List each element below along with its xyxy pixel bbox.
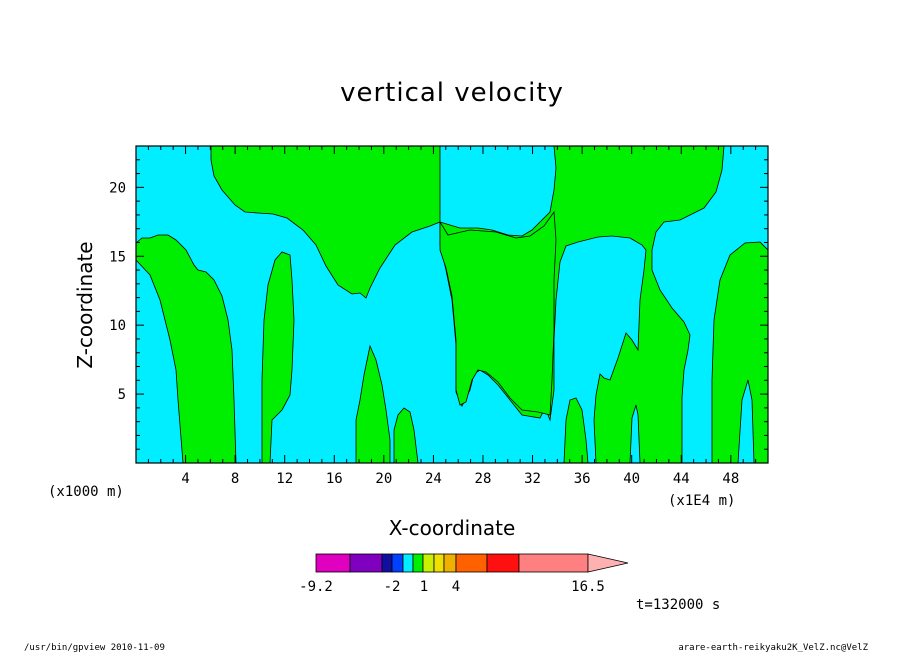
colorbar-segment [433, 553, 445, 573]
colorbar-segment [455, 553, 488, 573]
colorbar-tick-label: -9.2 [299, 579, 333, 595]
colorbar-tick-label: 4 [452, 579, 460, 595]
colorbar-segment [381, 553, 393, 573]
x-tick-label: 16 [326, 471, 343, 487]
x-tick-label: 8 [231, 471, 239, 487]
contour-region-top-center [210, 145, 441, 299]
x-tick-label: 36 [574, 471, 591, 487]
x-tick-label: 28 [475, 471, 492, 487]
colorbar-tick-label: 16.5 [571, 579, 605, 595]
plot-frame [135, 145, 769, 464]
colorbar-tick-labels: -9.2 -2 1 4 16.5 [299, 579, 605, 595]
contour-region-center-plume [355, 344, 391, 464]
x-tick-label: 48 [722, 471, 739, 487]
contour-region-small-bump [393, 407, 419, 464]
time-label: t=132000 s [636, 597, 720, 613]
colorbar-segment [443, 553, 457, 573]
colorbar [315, 553, 629, 573]
x-axis-label: X-coordinate [389, 516, 516, 540]
x-units-label: (x1000 m) [48, 484, 124, 500]
footer-left: /usr/bin/gpview 2010-11-09 [24, 643, 165, 653]
colorbar-segment [422, 553, 435, 573]
y-tick-label: 20 [109, 180, 126, 196]
x-tick-label: 12 [276, 471, 293, 487]
colorbar-tick-label: -2 [384, 579, 401, 595]
chart-title: vertical velocity [340, 78, 564, 108]
colorbar-segment [518, 553, 589, 573]
contour-region-left [135, 234, 237, 464]
y-tick-label: 5 [118, 387, 126, 403]
y-tick-label: 10 [109, 318, 126, 334]
x-tick-label: 24 [425, 471, 442, 487]
x-tick-label: 32 [524, 471, 541, 487]
positive-regions [135, 145, 769, 464]
x-tick-label: 40 [623, 471, 640, 487]
colorbar-segment [412, 553, 424, 573]
footer-right: arare-earth-reikyaku2K_VelZ.nc@VelZ [678, 643, 868, 653]
colorbar-segment [349, 553, 383, 573]
colorbar-segment [402, 553, 414, 573]
y-axis-label: Z-coordinate [73, 241, 97, 368]
x-scale-label: (x1E4 m) [668, 493, 735, 509]
y-axis-ticks: 5 10 15 20 [109, 159, 768, 450]
colorbar-extend-arrow [587, 553, 629, 573]
colorbar-tick-label: 1 [420, 579, 428, 595]
contour-region-mid-center [439, 210, 557, 416]
x-tick-label: 4 [181, 471, 189, 487]
x-axis-ticks: 4 8 12 16 20 24 28 32 36 40 44 48 [147, 146, 769, 487]
colorbar-segment [486, 553, 520, 573]
y-tick-label: 15 [109, 249, 126, 265]
colorbar-segment [315, 553, 351, 573]
contour-region-left-plume [261, 251, 295, 464]
colorbar-segment [391, 553, 404, 573]
x-tick-label: 20 [375, 471, 392, 487]
x-tick-label: 44 [673, 471, 690, 487]
contour-region-mid-right [563, 397, 589, 464]
